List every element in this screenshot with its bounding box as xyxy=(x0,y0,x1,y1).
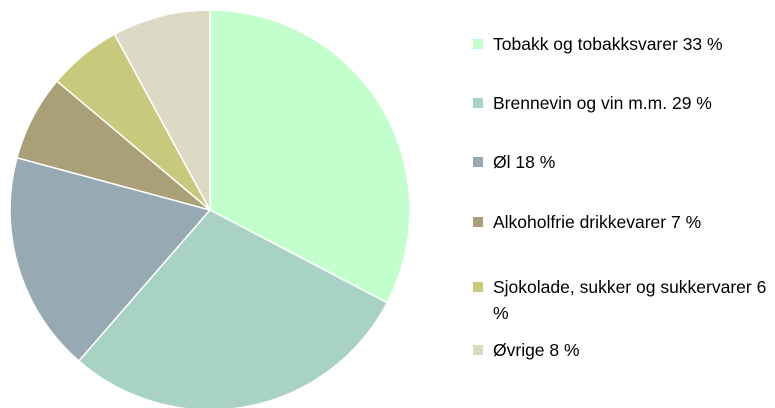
legend-item: Sjokolade, sukker og sukkervarer 6 % xyxy=(473,274,773,326)
legend-label: Øvrige 8 % xyxy=(493,337,775,363)
legend-category: Brennevin og vin m.m. xyxy=(493,93,668,113)
legend-value: 6 % xyxy=(493,277,767,323)
legend-swatch xyxy=(473,157,483,167)
legend-category: Alkoholfrie drikkevarer xyxy=(493,212,667,232)
pie-slice xyxy=(77,209,389,408)
legend-label: Sjokolade, sukker og sukkervarer 6 % xyxy=(493,274,775,326)
legend-value: 33 % xyxy=(682,34,723,54)
legend-swatch xyxy=(473,39,483,49)
legend-item: Tobakk og tobakksvarer 33 % xyxy=(473,31,773,57)
legend-value: 18 % xyxy=(515,152,556,172)
legend-swatch xyxy=(473,217,483,227)
legend-item: Øvrige 8 % xyxy=(473,337,773,363)
legend-label: Brennevin og vin m.m. 29 % xyxy=(493,90,775,116)
pie-slice xyxy=(113,9,211,211)
pie xyxy=(9,9,411,408)
legend-value: 7 % xyxy=(671,212,702,232)
pie-slice xyxy=(9,156,212,363)
legend-category: Tobakk og tobakksvarer xyxy=(493,34,678,54)
legend-item: Øl 18 % xyxy=(473,149,773,175)
legend-value: 29 % xyxy=(671,93,712,113)
legend-item: Brennevin og vin m.m. 29 % xyxy=(473,90,773,116)
legend-label: Alkoholfrie drikkevarer 7 % xyxy=(493,209,775,235)
legend-label: Øl 18 % xyxy=(493,149,775,175)
legend-swatch xyxy=(473,282,483,292)
legend-item: Alkoholfrie drikkevarer 7 % xyxy=(473,209,773,235)
legend-value: 8 % xyxy=(549,340,580,360)
legend-swatch xyxy=(473,98,483,108)
legend-category: Øvrige xyxy=(493,340,545,360)
legend-category: Sjokolade, sukker og sukkervarer xyxy=(493,277,752,297)
legend-category: Øl xyxy=(493,152,511,172)
pie-slice xyxy=(209,9,411,304)
legend-swatch xyxy=(473,345,483,355)
legend-label: Tobakk og tobakksvarer 33 % xyxy=(493,31,775,57)
